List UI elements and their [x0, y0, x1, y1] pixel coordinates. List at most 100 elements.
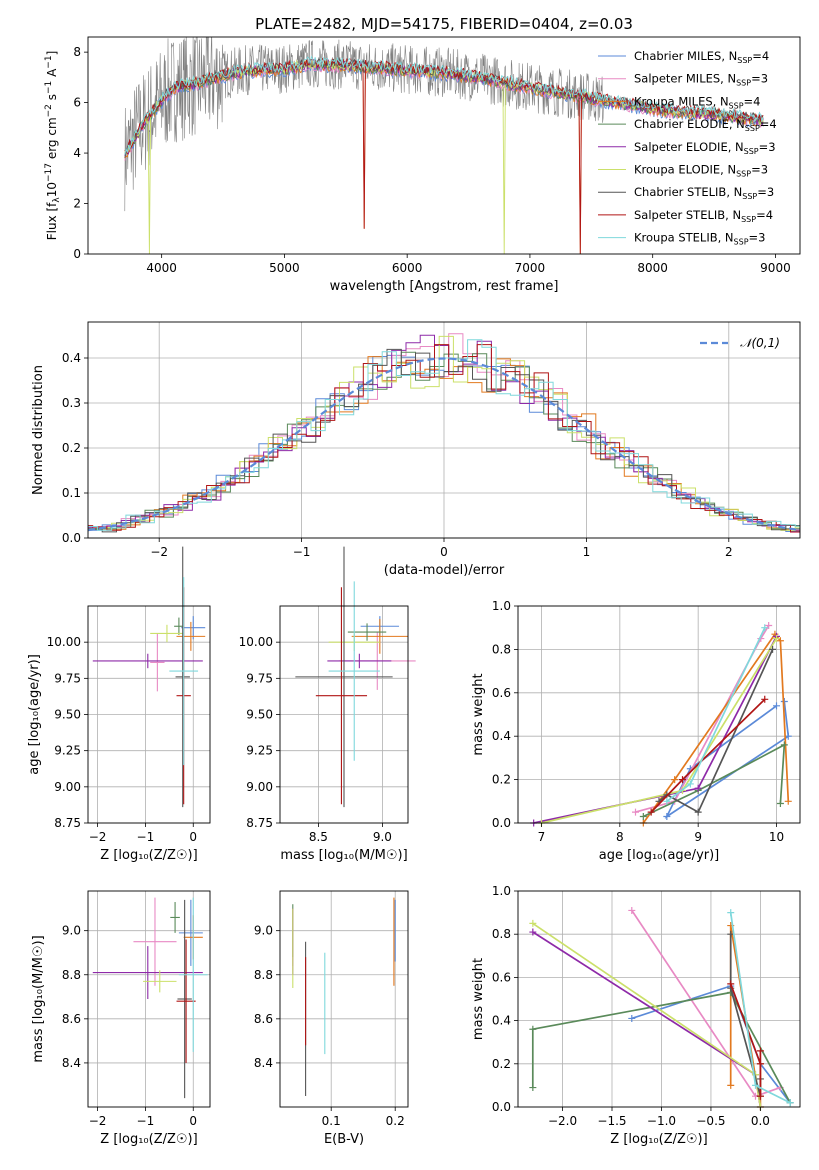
- weight-marker: [776, 799, 784, 807]
- weight-marker: [671, 776, 679, 784]
- y-tick-label: 0.6: [492, 970, 511, 984]
- legend-label: Kroupa STELIB, NSSP=3: [634, 231, 765, 247]
- weight-line: [532, 931, 762, 1108]
- weight-line: [729, 983, 762, 1097]
- residuals-border: [87, 321, 801, 539]
- y-tick-label: 9.50: [246, 708, 273, 722]
- residuals-ylabel: Normed distribution: [31, 365, 46, 495]
- y-tick-label: 0.1: [62, 486, 81, 500]
- y-tick-label: 9.0: [254, 924, 273, 938]
- weight-marker: [756, 1092, 764, 1100]
- y-tick-label: 10.00: [239, 635, 273, 649]
- y-tick-label: 0.4: [492, 729, 511, 743]
- x-tick-label: 2: [725, 545, 733, 559]
- y-tick-label: 4: [73, 146, 81, 160]
- residuals-panel: −2 −1 0 1 2 0.0 0.1 0.2 0.3 0.4 (data-model)/error…: [31, 321, 801, 578]
- weight-marker: [727, 980, 735, 988]
- x-tick-label: 0: [189, 830, 197, 844]
- y-tick-label: 0.0: [492, 816, 511, 830]
- weight-marker: [686, 780, 694, 788]
- weight-marker: [784, 797, 792, 805]
- weight_vs_Z-ylabel: mass weight: [471, 958, 486, 1040]
- y-tick-label: 0: [73, 247, 81, 261]
- mass_vs_Z-border: [87, 890, 211, 1108]
- errorbar-point: [175, 546, 190, 808]
- y-tick-label: 0.8: [492, 642, 511, 656]
- y-tick-label: 8.8: [62, 968, 81, 982]
- y-tick-label: 2: [73, 197, 81, 211]
- weight_vs_Z-plot: [529, 906, 794, 1111]
- legend-label: Chabrier STELIB, NSSP=3: [634, 185, 774, 201]
- weight_vs_age-border: [517, 605, 801, 824]
- weight_vs_Z-frame: −2.0 −1.5 −1.0 −0.5 0.0 0.0 0.2 0.4 0.6 0.8 1.0 Z […: [471, 884, 801, 1147]
- weight-marker: [529, 1025, 537, 1033]
- figure-title: PLATE=2482, MJD=54175, FIBERID=0404, z=0…: [255, 15, 633, 33]
- weight_vs_Z-border: [517, 890, 801, 1108]
- x-tick-label: 0.1: [322, 1114, 341, 1128]
- weight-marker: [529, 1084, 537, 1092]
- weight-marker: [647, 808, 655, 816]
- y-tick-label: 8.6: [62, 1012, 81, 1026]
- y-tick-label: 0.6: [492, 686, 511, 700]
- age_vs_Z-frame: −2 −1 0 8.75 9.00 9.25 9.50 9.75 10.00 Z [log₁₀(Z…: [27, 605, 211, 863]
- y-tick-label: 9.25: [54, 744, 81, 758]
- weight_vs_age-frame: 7 8 9 10 0.0 0.2 0.4 0.6 0.8 1.0 age [log₁₀(age/yr…: [471, 599, 801, 863]
- weight-marker: [628, 1014, 636, 1022]
- y-tick-label: 0.0: [492, 1100, 511, 1114]
- mass_vs_ebv-border: [279, 890, 409, 1108]
- legend-label: Kroupa ELODIE, NSSP=3: [634, 163, 768, 179]
- errorbar-point: [174, 617, 184, 635]
- x-tick-label: 7000: [515, 261, 546, 275]
- weight-marker: [769, 645, 777, 653]
- errorbar-point: [176, 939, 196, 1063]
- age_vs_mass-xlabel: mass [log₁₀(M/M☉)]: [280, 848, 407, 863]
- x-tick-label: 0.2: [386, 1114, 405, 1128]
- weight-series: [727, 980, 764, 1100]
- x-tick-label: 6000: [392, 261, 423, 275]
- y-tick-label: 9.50: [54, 708, 81, 722]
- x-tick-label: 0: [440, 545, 448, 559]
- errorbar-point: [169, 577, 199, 766]
- x-tick-label: −1: [293, 545, 311, 559]
- x-tick-label: 8000: [637, 261, 668, 275]
- x-tick-label: 0.0: [751, 1114, 770, 1128]
- age_vs_mass-plot: [295, 546, 416, 808]
- y-tick-label: 0.2: [492, 773, 511, 787]
- weight-line: [533, 636, 778, 824]
- weight_vs_age-plot: [530, 622, 792, 827]
- legend-label: Chabrier MILES, NSSP=4: [634, 49, 769, 65]
- weight-marker: [761, 695, 769, 703]
- residual-histogram: [88, 344, 800, 533]
- x-tick-label: −0.5: [696, 1114, 725, 1128]
- age_vs_Z-plot: [92, 546, 206, 808]
- weight-marker: [694, 808, 702, 816]
- residuals-xlabel: (data-model)/error: [384, 563, 505, 578]
- weight-series: [529, 928, 764, 1111]
- errorbar-point: [133, 897, 177, 986]
- weight_vs_age-ylabel: mass weight: [471, 673, 486, 755]
- x-tick-label: 9: [694, 830, 702, 844]
- x-tick-label: 1: [583, 545, 591, 559]
- weight-line: [642, 743, 786, 818]
- mass_vs_Z-ylabel: mass [log₁₀(M/M☉)]: [31, 935, 46, 1062]
- x-tick-label: 0: [189, 1114, 197, 1128]
- weight_vs_Z-panel: −2.0 −1.5 −1.0 −0.5 0.0 0.0 0.2 0.4 0.6 0.8 1.0 Z […: [471, 884, 801, 1147]
- weight-series: [639, 741, 788, 820]
- weight-line: [532, 922, 762, 1108]
- x-tick-label: −1: [137, 830, 155, 844]
- y-tick-label: 9.00: [54, 780, 81, 794]
- weight-marker: [751, 1081, 759, 1089]
- mass_vs_ebv-panel: 0.1 0.2 8.4 8.6 8.8 9.0 E(B-V): [254, 890, 409, 1147]
- x-tick-label: −2: [89, 830, 107, 844]
- errorbar-point: [351, 619, 408, 654]
- weight-marker: [632, 808, 639, 816]
- x-tick-label: 7: [538, 830, 546, 844]
- weight-marker: [756, 1047, 764, 1055]
- weight-marker: [529, 928, 537, 936]
- x-tick-label: 5000: [269, 261, 300, 275]
- x-tick-label: 9.0: [373, 830, 392, 844]
- mass_vs_Z-plot: [92, 897, 208, 1099]
- spectrum-ylabel: Flux [fλ10−17 erg cm−2 s−1 A−1]: [44, 51, 62, 241]
- y-tick-label: 8: [73, 45, 81, 59]
- y-tick-label: 8.4: [62, 1056, 81, 1070]
